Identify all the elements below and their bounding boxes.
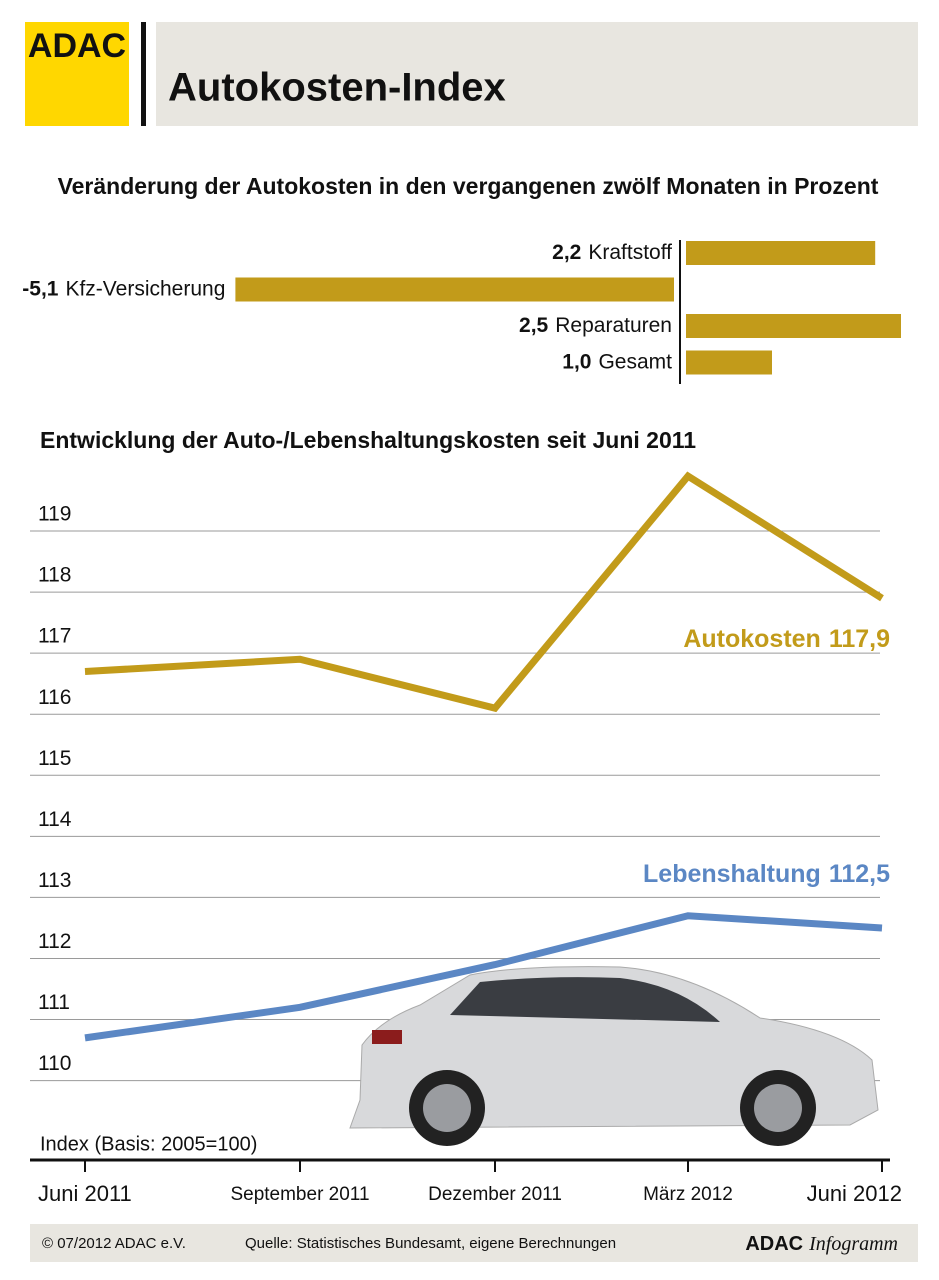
divider [141, 22, 146, 126]
category-label: Kfz-Versicherung [65, 277, 225, 300]
bar-chart: 2,2 Kraftstoff -5,1 Kfz-Versicherung 2,5 Repa… [22, 240, 901, 384]
title-band [156, 22, 918, 126]
bar [686, 350, 772, 375]
brand-suffix: Infogramm [808, 1233, 898, 1255]
bar-label: -5,1 Kfz-Versicherung [22, 277, 225, 300]
category-label: Kraftstoff [588, 241, 672, 264]
series-value-label: 112,5 [829, 860, 890, 888]
series-line [84, 912, 883, 1042]
y-tick-label: 111 [38, 991, 70, 1014]
bar-chart-title: Veränderung der Autokosten in den vergan… [58, 173, 879, 199]
y-tick-label: 113 [38, 869, 71, 892]
x-tick-label: Juni 2011 [38, 1181, 132, 1206]
y-tick-label: 117 [38, 625, 71, 648]
x-tick-label: März 2012 [643, 1184, 733, 1205]
x-tick-label: Juni 2012 [807, 1181, 902, 1206]
copyright: © 07/2012 ADAC e.V. [42, 1235, 186, 1252]
y-tick-label: 114 [38, 808, 72, 831]
bar-label: 2,2 Kraftstoff [552, 241, 672, 264]
line-chart-title: Entwicklung der Auto-/Lebenshaltungskost… [40, 427, 696, 453]
y-tick-label: 115 [38, 747, 71, 770]
line-chart: Juni 2011 September 2011 Dezember 2011 März… [30, 471, 902, 1206]
source: Quelle: Statistisches Bundesamt, eigene … [245, 1235, 616, 1252]
y-tick-label: 118 [38, 564, 71, 587]
x-tick-label: Dezember 2011 [428, 1184, 562, 1205]
bar [235, 277, 674, 302]
y-tick-label: 112 [38, 930, 71, 953]
bar [686, 314, 901, 338]
value-label: 2,2 [552, 241, 581, 264]
brand: ADAC Infogramm [745, 1233, 898, 1256]
value-label: -5,1 [22, 277, 59, 300]
page-title: Autokosten-Index [168, 66, 506, 110]
series-name: Lebenshaltung [643, 860, 821, 888]
series-value-label: 117,9 [829, 625, 890, 653]
brand-name: ADAC [745, 1233, 803, 1255]
y-tick-label: 110 [38, 1052, 71, 1075]
series-line [84, 471, 884, 713]
bar-label: 1,0 Gesamt [562, 350, 672, 373]
category-label: Reparaturen [555, 314, 672, 337]
series-label: Autokosten 117,9 [683, 625, 890, 653]
y-axis-label: Index (Basis: 2005=100) [40, 1133, 257, 1155]
y-tick-label: 116 [38, 686, 71, 709]
series-label: Lebenshaltung 112,5 [643, 860, 890, 888]
category-label: Gesamt [598, 350, 672, 373]
x-tick-label: September 2011 [230, 1184, 369, 1205]
car-illustration [349, 966, 879, 1146]
bar-label: 2,5 Reparaturen [519, 314, 672, 337]
value-label: 1,0 [562, 350, 591, 373]
y-tick-label: 119 [38, 503, 71, 526]
bar [686, 241, 876, 265]
footer-band [30, 1224, 918, 1262]
logo-box [25, 22, 129, 126]
series-name: Autokosten [683, 625, 821, 653]
logo: ADAC [28, 27, 126, 65]
value-label: 2,5 [519, 314, 549, 337]
